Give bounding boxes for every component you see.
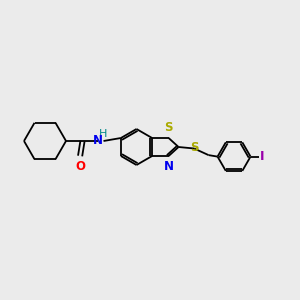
Text: S: S <box>190 141 199 154</box>
Text: I: I <box>260 150 264 163</box>
Text: N: N <box>93 134 103 148</box>
Text: S: S <box>164 121 173 134</box>
Text: H: H <box>98 129 107 139</box>
Text: O: O <box>75 160 85 173</box>
Text: N: N <box>164 160 174 173</box>
